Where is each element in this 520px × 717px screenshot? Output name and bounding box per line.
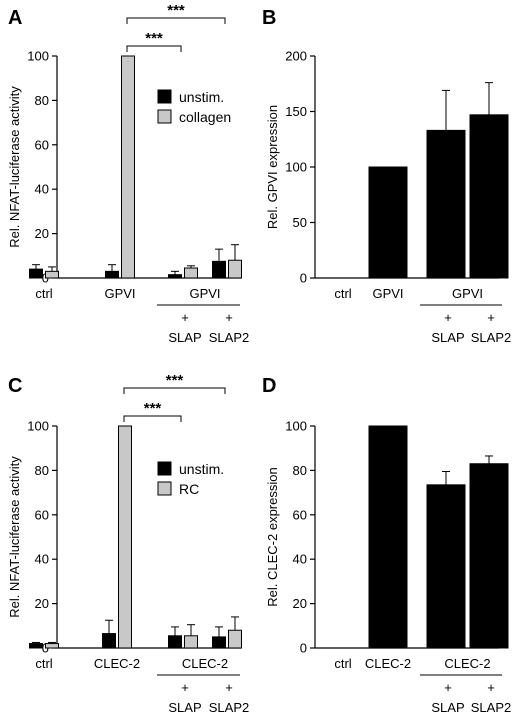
sub-label: SLAP2	[471, 700, 511, 715]
plus-sign: +	[487, 310, 495, 325]
bar-rc	[184, 635, 198, 649]
category-label: CLEC-2	[365, 656, 411, 671]
y-tick-label: 20	[35, 226, 49, 241]
y-tick-label: 100	[27, 419, 49, 434]
legend-label: collagen	[179, 109, 231, 125]
legend-swatch	[157, 109, 172, 124]
bar-rc	[45, 643, 59, 649]
y-tick-label: 100	[285, 419, 307, 434]
y-axis-label: Rel. NFAT-luciferase activity	[7, 86, 22, 248]
sub-label: SLAP	[168, 330, 201, 345]
y-tick-label: 150	[285, 104, 307, 119]
y-tick-label: 60	[35, 137, 49, 152]
category-label: CLEC-2	[94, 656, 140, 671]
legend-swatch	[157, 461, 172, 476]
bar-collagen	[45, 270, 59, 279]
significance-bracket	[126, 17, 226, 24]
bar-rc	[118, 425, 132, 649]
y-tick-label: 200	[285, 49, 307, 64]
y-tick-label: 40	[35, 552, 49, 567]
y-tick-label: 0	[300, 271, 307, 286]
bar-unstim	[212, 260, 226, 279]
significance-bracket	[123, 415, 182, 422]
significance-bracket	[123, 387, 226, 394]
panel-letter-A: A	[8, 7, 22, 29]
panel-letter-D: D	[262, 375, 276, 397]
legend-swatch	[157, 481, 172, 496]
bar-unstim	[168, 274, 182, 279]
bar-rc	[228, 629, 242, 649]
category-label: GPVI	[104, 286, 135, 301]
y-axis-label: Rel. NFAT-luciferase activity	[7, 456, 22, 618]
bar-value	[426, 484, 466, 649]
panel-letter-B: B	[262, 7, 276, 29]
plus-sign: +	[444, 680, 452, 695]
plus-sign: +	[181, 680, 189, 695]
bar-unstim	[29, 268, 43, 279]
bar-value	[469, 463, 509, 649]
bar-value	[368, 166, 408, 279]
bar-collagen	[228, 259, 242, 279]
plus-sign: +	[444, 310, 452, 325]
y-tick-label: 20	[35, 596, 49, 611]
legend-label: unstim.	[179, 461, 224, 477]
group-label: CLEC-2	[182, 656, 228, 671]
legend-label: unstim.	[179, 89, 224, 105]
bar-unstim	[105, 270, 119, 279]
y-tick-label: 60	[293, 507, 307, 522]
bar-unstim	[29, 643, 43, 649]
y-tick-label: 80	[35, 93, 49, 108]
y-tick-label: 0	[300, 641, 307, 656]
significance-bracket	[126, 45, 182, 52]
significance-label: ***	[166, 372, 184, 389]
y-axis-label: Rel. CLEC-2 expression	[265, 467, 280, 606]
sub-label: SLAP2	[209, 700, 249, 715]
sub-label: SLAP	[431, 330, 464, 345]
significance-label: ***	[167, 2, 185, 19]
significance-label: ***	[145, 30, 163, 47]
bar-value	[426, 129, 466, 279]
y-tick-label: 50	[293, 215, 307, 230]
y-tick-label: 100	[285, 160, 307, 175]
plus-sign: +	[181, 310, 189, 325]
sub-label: SLAP2	[471, 330, 511, 345]
y-tick-label: 40	[35, 182, 49, 197]
group-label: CLEC-2	[444, 656, 490, 671]
category-label: GPVI	[372, 286, 403, 301]
bar-value	[368, 425, 408, 649]
category-label: ctrl	[334, 286, 351, 301]
group-label: GPVI	[189, 286, 220, 301]
y-tick-label: 80	[293, 463, 307, 478]
y-tick-label: 80	[35, 463, 49, 478]
plus-sign: +	[225, 310, 233, 325]
bar-collagen	[121, 55, 135, 279]
panel-letter-C: C	[8, 375, 22, 397]
bar-unstim	[102, 633, 116, 649]
plus-sign: +	[225, 680, 233, 695]
y-tick-label: 60	[35, 507, 49, 522]
bar-collagen	[184, 267, 198, 279]
y-axis-label: Rel. GPVI expression	[265, 105, 280, 229]
bar-unstim	[168, 635, 182, 649]
legend-label: RC	[179, 481, 199, 497]
category-label: ctrl	[35, 286, 52, 301]
category-label: ctrl	[35, 656, 52, 671]
bar-unstim	[212, 636, 226, 649]
category-label: ctrl	[334, 656, 351, 671]
sub-label: SLAP2	[209, 330, 249, 345]
group-label: GPVI	[452, 286, 483, 301]
y-tick-label: 20	[293, 596, 307, 611]
sub-label: SLAP	[431, 700, 464, 715]
plus-sign: +	[487, 680, 495, 695]
significance-label: ***	[144, 400, 162, 417]
y-tick-label: 40	[293, 552, 307, 567]
legend-swatch	[157, 89, 172, 104]
sub-label: SLAP	[168, 700, 201, 715]
y-tick-label: 100	[27, 49, 49, 64]
bar-value	[469, 114, 509, 279]
